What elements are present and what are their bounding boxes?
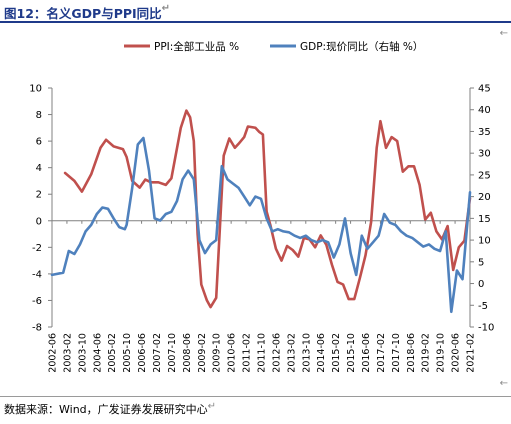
legend-label: GDP:现价同比（右轴 %）: [300, 40, 423, 53]
left-axis-tick-label: 2: [36, 190, 42, 201]
x-axis-tick-label: 2009-02: [197, 333, 208, 373]
x-axis-tick-label: 2015-02: [331, 333, 342, 373]
x-axis-tick-label: 2013-02: [286, 333, 297, 373]
x-axis-tick-label: 2009-10: [212, 333, 223, 373]
return-mark-icon: ↵: [161, 3, 171, 14]
right-axis-tick-label: 15: [478, 214, 491, 225]
x-axis-tick-label: 2006-06: [137, 333, 148, 373]
left-axis-tick-label: -2: [32, 243, 42, 254]
x-axis-tick-label: 2017-02: [376, 333, 387, 373]
x-axis-tick-label: 2003-10: [77, 333, 88, 373]
x-axis-tick-label: 2003-02: [62, 333, 73, 373]
right-axis-tick-label: 40: [478, 105, 491, 116]
left-axis-tick-label: 0: [36, 216, 42, 227]
left-axis-tick-label: 8: [36, 110, 42, 121]
x-axis-tick-label: 2021-02: [466, 333, 477, 373]
title-divider: [0, 21, 511, 23]
x-axis-tick-label: 2015-10: [346, 333, 357, 373]
x-axis-tick-label: 2014-06: [316, 333, 327, 373]
x-axis-tick-label: 2011-10: [257, 333, 268, 373]
left-axis-tick-label: 4: [36, 163, 42, 174]
right-axis-tick-label: 30: [478, 149, 491, 160]
x-axis-tick-label: 2020-06: [451, 333, 462, 373]
chart-title: 图12：名义GDP与PPI同比 ↵: [4, 3, 170, 22]
right-axis-tick-label: 5: [478, 257, 484, 268]
source-text: 数据来源：Wind，广发证券发展研究中心: [4, 403, 208, 416]
ppi-series-line: [63, 109, 472, 309]
left-axis-tick-label: -6: [32, 296, 42, 307]
x-axis-tick-label: 2019-10: [436, 333, 447, 373]
x-axis-tick-label: 2008-06: [182, 333, 193, 373]
right-axis-tick-label: -5: [478, 301, 488, 312]
x-axis-tick-label: 2004-06: [92, 333, 103, 373]
right-axis-tick-label: 35: [478, 127, 491, 138]
right-axis-tick-label: 25: [478, 170, 491, 181]
x-axis-tick-label: 2005-02: [107, 333, 118, 373]
x-axis-tick-label: 2007-02: [152, 333, 163, 373]
x-axis-tick-label: 2011-02: [242, 333, 253, 373]
left-axis-tick-label: -4: [32, 269, 42, 280]
right-axis-tick-label: -10: [478, 323, 494, 334]
right-axis-tick-label: 0: [478, 279, 484, 290]
legend-label: PPI:全部工业品 %: [154, 40, 239, 53]
right-axis-tick-label: 10: [478, 236, 491, 247]
arrow-mark-icon: ←: [499, 378, 508, 389]
x-axis-tick-label: 2013-10: [301, 333, 312, 373]
x-axis-tick-label: 2012-06: [271, 333, 282, 373]
series-group: [50, 109, 472, 314]
axes-group: -8 -6 -4 -2 0 2 4 6 8 10 -10 -5 0 5 10 15 20 25 30 35 40 45 20…: [29, 84, 494, 373]
left-axis-tick-label: -8: [32, 323, 42, 334]
source-note: 数据来源：Wind，广发证券发展研究中心 ↵: [4, 401, 216, 417]
x-axis-tick-label: 2010-06: [227, 333, 238, 373]
x-axis-tick-label: 2002-06: [48, 333, 59, 373]
chart-title-text: 图12：名义GDP与PPI同比: [4, 6, 162, 21]
source-divider: [0, 396, 511, 397]
x-axis-tick-label: 2005-10: [122, 333, 133, 373]
right-axis-tick-label: 45: [478, 84, 491, 95]
gdp-series-line: [50, 136, 472, 314]
left-axis-tick-label: 10: [29, 84, 42, 95]
x-axis-tick-label: 2019-02: [421, 333, 432, 373]
right-axis-tick-label: 20: [478, 192, 491, 203]
x-axis-tick-label: 2016-06: [361, 333, 372, 373]
left-axis-tick-label: 6: [36, 137, 42, 148]
return-mark-icon: ↵: [207, 401, 217, 412]
x-axis-tick-label: 2007-10: [167, 333, 178, 373]
legend: PPI:全部工业品 % GDP:现价同比（右轴 %）: [124, 40, 423, 53]
arrow-mark-icon: ←: [499, 28, 508, 39]
x-axis-tick-label: 2017-10: [391, 333, 402, 373]
x-axis-tick-label: 2018-06: [406, 333, 417, 373]
